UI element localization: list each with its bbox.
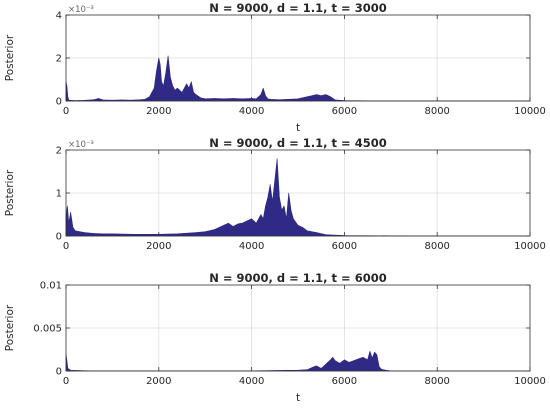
posterior-area-series [65, 158, 531, 237]
x-axis-label: t [296, 392, 300, 404]
subplot-2: 0 2000 4000 6000 8000 10000 0 1 2 ×10⁻³ N = 9000, … [4, 136, 546, 252]
x-tick-label: 8000 [424, 106, 449, 117]
y-exponent-label: ×10⁻³ [68, 140, 94, 150]
x-tick-label: 8000 [424, 376, 449, 387]
subplot-1: 0 2000 4000 6000 8000 10000 0 2 4 ×10⁻³ N = 9000, … [4, 1, 546, 134]
x-tick-label: 6000 [332, 106, 357, 117]
x-tick-label: 10000 [514, 106, 546, 117]
x-tick-label: 6000 [332, 241, 357, 252]
y-exponent-label: ×10⁻³ [68, 5, 94, 15]
y-tick-label: 1 [56, 189, 62, 200]
y-tick-label: 4 [56, 11, 62, 22]
x-tick-label: 10000 [514, 241, 546, 252]
x-tick-label: 4000 [239, 106, 264, 117]
x-tick-label: 2000 [146, 106, 171, 117]
x-tick-label: 2000 [146, 376, 171, 387]
y-tick-label: 0 [56, 367, 62, 378]
y-tick-label: 2 [56, 146, 62, 157]
subplot-title: N = 9000, d = 1.1, t = 6000 [209, 271, 386, 285]
subplot-title: N = 9000, d = 1.1, t = 4500 [209, 136, 386, 150]
y-axis-label: Posterior [4, 304, 16, 351]
x-tick-label: 4000 [239, 241, 264, 252]
y-tick-label: 2 [56, 54, 62, 65]
x-tick-label: 0 [63, 376, 69, 387]
x-tick-label: 8000 [424, 241, 449, 252]
y-tick-label: 0 [56, 97, 62, 108]
x-tick-label: 0 [63, 241, 69, 252]
x-tick-label: 10000 [514, 376, 546, 387]
x-tick-label: 6000 [332, 376, 357, 387]
y-tick-label: 0.005 [33, 324, 62, 335]
subplot-3: 0 2000 4000 6000 8000 10000 0 0.005 0.01 N = 9000… [4, 271, 546, 404]
x-tick-label: 4000 [239, 376, 264, 387]
subplot-title: N = 9000, d = 1.1, t = 3000 [209, 1, 386, 15]
x-tick-label: 0 [63, 106, 69, 117]
x-axis-label: t [296, 122, 300, 134]
y-axis-label: Posterior [4, 34, 16, 81]
posterior-area-series [65, 55, 531, 102]
y-axis-label: Posterior [4, 169, 16, 216]
y-tick-label: 0 [56, 232, 62, 243]
x-tick-label: 2000 [146, 241, 171, 252]
y-tick-label: 0.01 [40, 281, 62, 292]
